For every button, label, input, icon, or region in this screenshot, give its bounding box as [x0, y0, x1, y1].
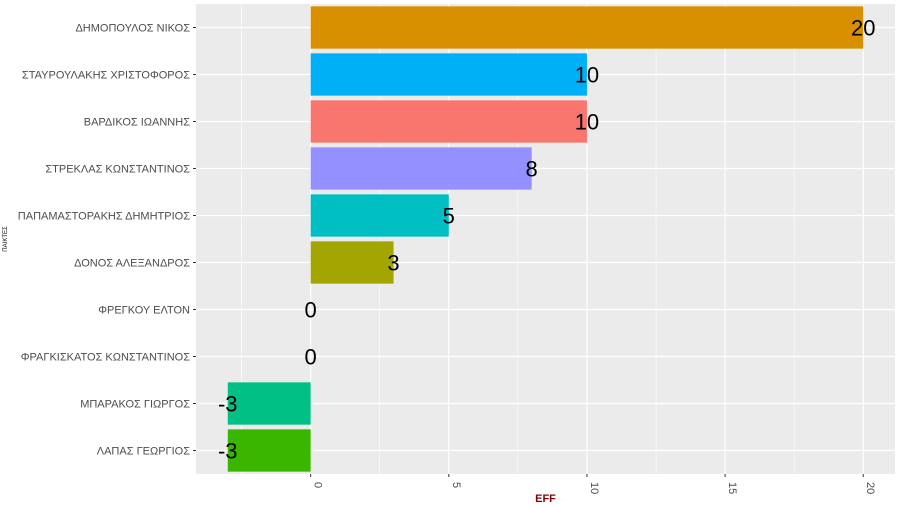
x-tick-layer: 0 5 10 15 20 [310, 474, 876, 494]
category-label: ΜΠΑΡΑΚΟΣ ΓΙΩΡΓΟΣ [80, 399, 190, 411]
data-label: 5 [443, 204, 455, 229]
x-tick-label: 5 [450, 482, 462, 488]
data-label: -3 [218, 439, 238, 464]
bar [310, 241, 394, 284]
data-label: 0 [305, 345, 317, 370]
data-label: 3 [387, 251, 399, 276]
bar [310, 100, 587, 143]
data-label: 20 [851, 16, 875, 41]
category-label: ΔΗΜΟΠΟΥΛΟΣ ΝΙΚΟΣ [75, 23, 190, 35]
bar [310, 6, 864, 49]
category-label-layer: ΔΗΜΟΠΟΥΛΟΣ ΝΙΚΟΣ ΣΤΑΥΡΟΥΛΑΚΗΣ ΧΡΙΣΤΟΦΟΡΟΣ… [18, 23, 196, 458]
x-axis-title: EFF [535, 493, 556, 505]
bar-layer [227, 6, 864, 472]
data-label: 8 [526, 157, 538, 182]
data-label: 10 [575, 63, 599, 88]
bar [310, 147, 532, 190]
category-label: ΒΑΡΔΙΚΟΣ ΙΩΑΝΝΗΣ [84, 117, 190, 129]
x-tick-label: 10 [588, 482, 600, 494]
category-label: ΣΤΡΕΚΛΑΣ ΚΩΝΣΤΑΝΤΙΝΟΣ [45, 164, 190, 176]
bar [310, 194, 449, 237]
category-label: ΦΡΕΓΚΟΥ ΕΛΤΟΝ [98, 305, 190, 317]
category-label: ΣΤΑΥΡΟΥΛΑΚΗΣ ΧΡΙΣΤΟΦΟΡΟΣ [22, 70, 190, 82]
category-label: ΦΡΑΓΚΙΣΚΑΤΟΣ ΚΩΝΣΤΑΝΤΙΝΟΣ [21, 352, 190, 364]
bar [227, 429, 311, 472]
data-label: 10 [575, 110, 599, 135]
bar [310, 53, 587, 96]
x-tick-label: 0 [312, 482, 324, 488]
category-label: ΛΑΠΑΣ ΓΕΩΡΓΙΟΣ [97, 446, 190, 458]
y-axis-title: ΠΑΙΚΤΕΣ [3, 226, 9, 252]
bar [227, 382, 311, 425]
category-label: ΠΑΠΑΜΑΣΤΟΡΑΚΗΣ ΔΗΜΗΤΡΙΟΣ [18, 211, 190, 223]
x-tick-label: 15 [726, 482, 738, 494]
x-tick-label: 20 [864, 482, 876, 494]
data-label: -3 [218, 392, 238, 417]
data-label: 0 [305, 298, 317, 323]
category-label: ΔΟΝΟΣ ΑΛΕΞΑΝΔΡΟΣ [74, 258, 190, 270]
value-label-layer: 20 10 10 8 5 3 0 0 -3 -3 [218, 16, 875, 464]
